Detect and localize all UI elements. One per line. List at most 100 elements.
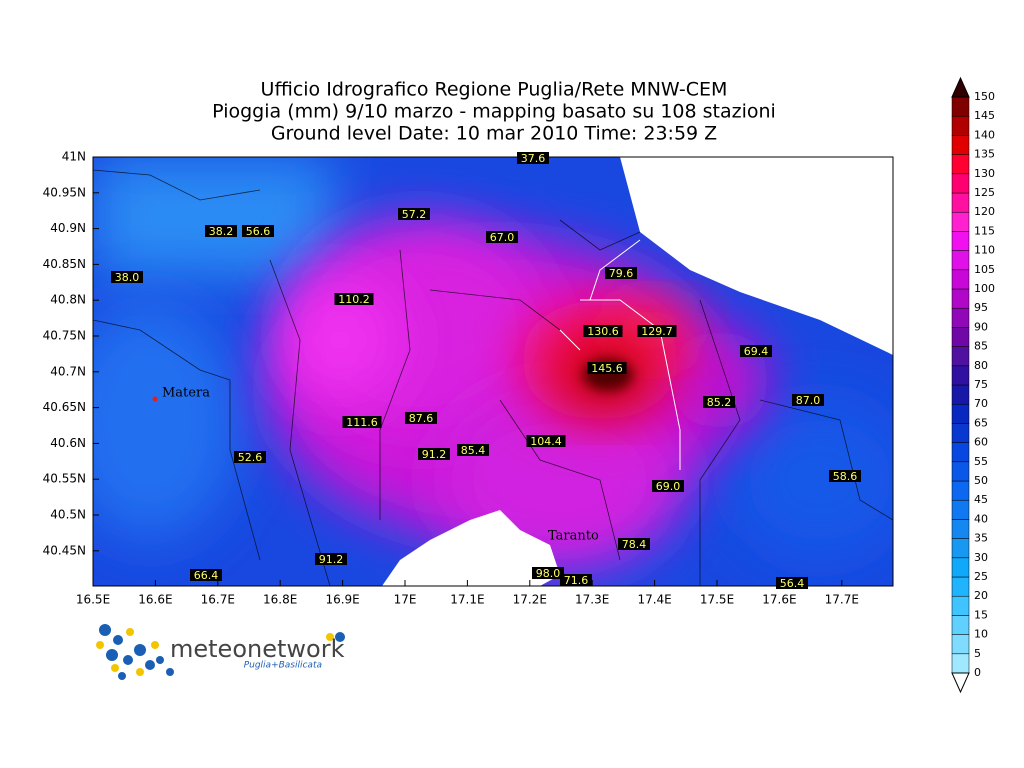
station-label-bg (703, 396, 735, 408)
station-label-bg (457, 444, 489, 456)
y-tick-label: 40.8N (50, 293, 86, 307)
colorbar-label: 40 (974, 512, 988, 525)
y-tick-label: 40.7N (50, 364, 86, 378)
colorbar-swatch (951, 538, 970, 559)
colorbar-label: 5 (974, 647, 981, 660)
colorbar-label: 90 (974, 320, 988, 333)
station-label-bg (560, 574, 592, 586)
colorbar-label: 20 (974, 589, 988, 602)
station-value: 37.6 (521, 152, 546, 165)
colorbar-swatch (951, 576, 970, 597)
station-value: 79.6 (609, 267, 634, 280)
colorbar-label: 85 (974, 340, 988, 353)
station-label-bg (234, 451, 266, 463)
colorbar-label: 105 (974, 263, 995, 276)
title-line: Ufficio Idrografico Regione Puglia/Rete … (261, 79, 728, 101)
station-value: 145.6 (591, 362, 623, 375)
colorbar-arrow (951, 672, 970, 694)
station-value: 104.4 (530, 435, 562, 448)
y-tick-label: 40.85N (43, 257, 86, 271)
station-value: 38.0 (115, 271, 140, 284)
station-label-bg (637, 325, 677, 337)
y-tick-label: 40.6N (50, 436, 86, 450)
colorbar-swatch (951, 173, 970, 194)
station-label-bg (517, 152, 549, 164)
station-label-bg (111, 271, 143, 283)
station-label-bg (792, 394, 824, 406)
colorbar-swatch (951, 403, 970, 424)
colorbar-label: 0 (974, 666, 981, 679)
x-tick-label: 17.2E (513, 593, 547, 607)
colorbar-label: 55 (974, 455, 988, 468)
x-tick-label: 16.8E (263, 593, 297, 607)
logo-name: meteonetwork (170, 635, 345, 663)
station-value: 67.0 (490, 231, 515, 244)
x-tick-label: 17.6E (762, 593, 796, 607)
y-tick-label: 40.75N (43, 329, 86, 343)
station-label-bg (342, 416, 382, 428)
city-label: Taranto (548, 529, 599, 544)
colorbar-swatch (951, 288, 970, 309)
logo-region: Puglia+Basilicata (244, 661, 322, 671)
station-label-bg (526, 435, 566, 447)
station-label-bg (776, 577, 808, 589)
station-value: 52.6 (238, 451, 263, 464)
station-value: 58.6 (833, 470, 858, 483)
station-value: 98.0 (536, 567, 561, 580)
colorbar-swatch (951, 211, 970, 232)
station-label-bg (334, 293, 374, 305)
colorbar-label: 140 (974, 128, 995, 141)
colorbar-swatch (951, 365, 970, 386)
station-value: 87.6 (409, 412, 434, 425)
x-tick-label: 17E (394, 593, 417, 607)
station-value: 129.7 (641, 325, 673, 338)
station-value: 66.4 (194, 569, 219, 582)
colorbar-swatch (951, 307, 970, 328)
colorbar-label: 110 (974, 244, 995, 257)
x-tick-label: 16.7E (201, 593, 235, 607)
x-tick-label: 16.6E (138, 593, 172, 607)
colorbar-swatch (951, 423, 970, 443)
station-label-bg (315, 553, 347, 565)
station-label-bg (486, 231, 518, 243)
colorbar-swatch (951, 499, 970, 520)
x-tick-label: 17.4E (637, 593, 671, 607)
x-tick-label: 16.9E (325, 593, 359, 607)
colorbar-swatch (951, 192, 970, 213)
station-value: 56.6 (246, 225, 271, 238)
colorbar-swatch (951, 653, 970, 674)
y-tick-label: 40.65N (43, 400, 86, 414)
colorbar-label: 100 (974, 282, 995, 295)
station-label-bg (205, 225, 237, 237)
colorbar-label: 10 (974, 628, 988, 641)
colorbar-swatch (951, 384, 970, 405)
station-label-bg (242, 225, 274, 237)
city-marker (152, 396, 158, 402)
colorbar-label: 95 (974, 301, 988, 314)
station-value: 38.2 (209, 225, 234, 238)
station-label-bg (740, 345, 772, 357)
logo (96, 624, 345, 680)
station-value: 57.2 (402, 208, 427, 221)
colorbar-label: 45 (974, 493, 988, 506)
x-tick-label: 17.7E (825, 593, 859, 607)
y-tick-label: 41N (62, 150, 86, 164)
station-label-bg (398, 208, 430, 220)
city-label: Matera (162, 386, 210, 401)
colorbar-swatch (951, 557, 970, 578)
x-tick-label: 17.5E (700, 593, 734, 607)
station-value: 71.6 (564, 574, 589, 587)
colorbar-swatch (951, 231, 970, 251)
station-label-bg (405, 412, 437, 424)
x-tick-label: 16.5E (76, 593, 110, 607)
y-tick-label: 40.55N (43, 472, 86, 486)
colorbar-label: 135 (974, 148, 995, 161)
colorbar-arrow (951, 76, 970, 98)
rain-field (93, 157, 893, 586)
station-label-bg (587, 362, 627, 374)
y-tick-label: 40.5N (50, 508, 86, 522)
station-value: 130.6 (587, 325, 619, 338)
colorbar-swatch (951, 346, 970, 367)
colorbar-label: 30 (974, 551, 988, 564)
